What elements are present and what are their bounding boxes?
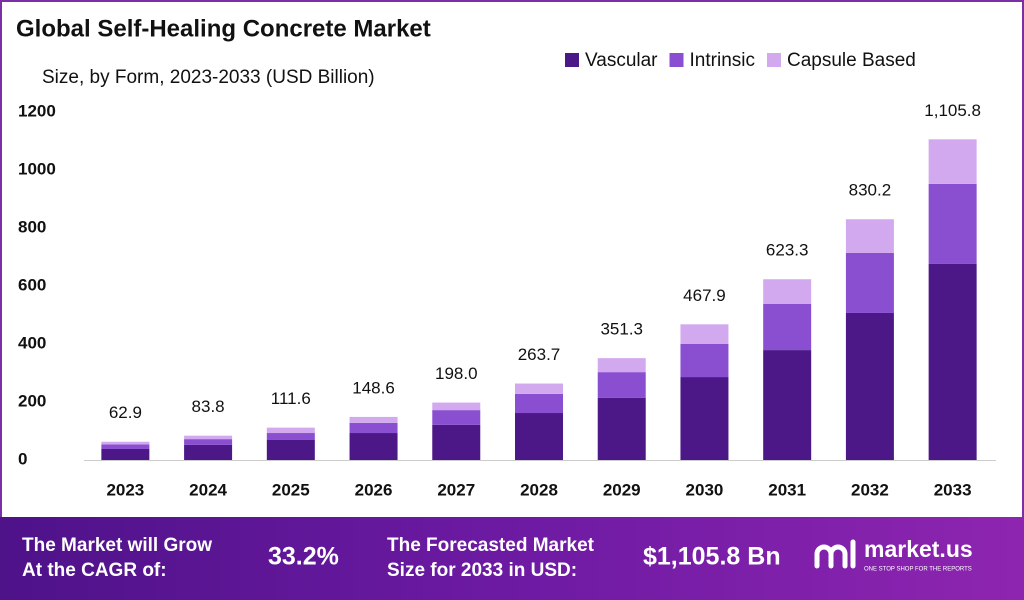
- bar-segment: [184, 439, 233, 445]
- total-label: 148.6: [352, 378, 395, 397]
- legend-label: Capsule Based: [787, 50, 916, 71]
- y-tick-label: 400: [18, 333, 46, 352]
- total-label: 263.7: [518, 345, 561, 364]
- bar-segment: [845, 312, 894, 460]
- bar-segment: [349, 422, 398, 434]
- footer-text: The Market will Grow: [22, 535, 212, 556]
- total-label: 830.2: [849, 181, 892, 200]
- bar-segment: [928, 139, 977, 184]
- bar-segment: [597, 397, 646, 460]
- total-label: 351.3: [600, 320, 643, 339]
- y-tick-label: 200: [18, 391, 46, 410]
- bar-segment: [845, 252, 894, 313]
- bar-segment: [266, 439, 315, 460]
- total-label: 198.0: [435, 364, 478, 383]
- bar-segment: [763, 279, 812, 304]
- bar-segment: [515, 413, 563, 460]
- bar-segment: [432, 410, 481, 425]
- tagline: ONE STOP SHOP FOR THE REPORTS: [864, 567, 972, 573]
- total-label: 111.6: [271, 389, 311, 408]
- logo-icon: [814, 539, 856, 569]
- bar-segment: [680, 344, 729, 378]
- legend-swatch: [766, 53, 781, 67]
- chart-subtitle: Size, by Form, 2023-2033 (USD Billion): [42, 67, 375, 88]
- bar-segment: [597, 358, 646, 373]
- total-label: 623.3: [766, 241, 809, 260]
- bar-segment: [845, 219, 894, 253]
- bar-segment: [515, 383, 563, 394]
- bar-segment: [432, 402, 481, 411]
- bar-segment: [928, 183, 977, 264]
- total-label: 467.9: [683, 286, 726, 305]
- bar-segment: [928, 263, 977, 460]
- bar-segment: [101, 444, 150, 449]
- x-tick-label: 2029: [603, 480, 641, 499]
- bar-segment: [349, 433, 398, 460]
- bar-segment: [184, 444, 233, 460]
- x-tick-label: 2032: [851, 480, 889, 499]
- footer-text: At the CAGR of:: [22, 560, 167, 581]
- bar-segment: [184, 435, 233, 440]
- footer-text: Size for 2033 in USD:: [387, 560, 577, 581]
- legend-label: Intrinsic: [690, 50, 755, 71]
- total-label: 1,105.8: [924, 101, 981, 120]
- bar-segment: [266, 427, 315, 434]
- bar-segment: [266, 433, 315, 440]
- bar-segment: [349, 416, 398, 423]
- total-label: 83.8: [192, 397, 225, 416]
- bar-segment: [432, 424, 481, 460]
- x-tick-label: 2025: [272, 480, 310, 499]
- chart-title: Global Self-Healing Concrete Market: [16, 15, 431, 42]
- bar-segment: [101, 441, 150, 445]
- footer-forecast: $1,105.8 Bn: [643, 543, 781, 571]
- footer-cagr: 33.2%: [268, 543, 339, 571]
- bar-segment: [680, 324, 729, 344]
- bar-segment: [515, 393, 563, 414]
- y-tick-label: 0: [18, 449, 27, 468]
- bar-segment: [101, 448, 150, 460]
- x-tick-label: 2028: [520, 480, 558, 499]
- x-tick-label: 2026: [355, 480, 393, 499]
- x-tick-label: 2030: [686, 480, 724, 499]
- x-tick-label: 2031: [768, 480, 806, 499]
- y-tick-label: 800: [18, 217, 46, 236]
- bar-segment: [763, 303, 812, 351]
- total-label: 62.9: [109, 403, 142, 422]
- x-tick-label: 2023: [106, 480, 144, 499]
- y-tick-label: 600: [18, 275, 46, 294]
- bar-segment: [597, 372, 646, 398]
- footer-text: The Forecasted Market: [387, 535, 595, 556]
- legend-swatch: [669, 53, 684, 67]
- x-tick-label: 2027: [437, 480, 475, 499]
- bar-segment: [680, 377, 729, 460]
- x-tick-label: 2024: [189, 480, 227, 499]
- bar-segment: [763, 350, 812, 460]
- y-tick-label: 1200: [18, 101, 56, 120]
- y-tick-label: 1000: [18, 159, 56, 178]
- legend-swatch: [565, 53, 579, 67]
- x-tick-label: 2033: [934, 480, 972, 499]
- legend-label: Vascular: [585, 50, 658, 71]
- brand: market.us: [864, 536, 973, 562]
